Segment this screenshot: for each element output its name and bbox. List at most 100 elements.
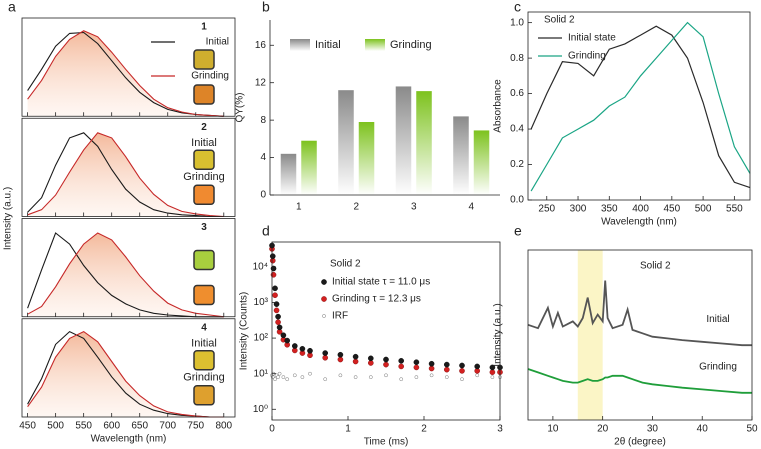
series-line <box>27 30 224 117</box>
data-point <box>291 343 298 349</box>
panel-label: d <box>262 223 270 239</box>
data-point <box>285 377 290 382</box>
bar <box>473 130 490 195</box>
x-tick-label: 550 <box>726 204 743 215</box>
legend-swatch <box>365 39 385 51</box>
legend-label: Initial <box>191 137 217 149</box>
data-point <box>428 365 435 372</box>
data-point <box>489 364 496 371</box>
data-point <box>307 347 313 354</box>
annotation: Solid 2 <box>330 259 361 270</box>
panel: 250 300 350 400 450 500 550 Wavelength (nm) 0.0 0… <box>493 0 751 228</box>
x-axis-label: 2θ (degree) <box>614 437 666 448</box>
data-point <box>443 361 450 368</box>
x-tick-label: 800 <box>215 421 232 432</box>
x-tick-label: 1 <box>345 424 351 435</box>
data-point <box>273 307 280 314</box>
y-axis-label: Intensity (a.u.) <box>493 303 504 366</box>
bar <box>395 86 412 195</box>
x-tick-label: 1 <box>296 202 302 213</box>
y-tick-label: 0.8 <box>510 53 524 64</box>
subplot-label: 4 <box>201 322 207 333</box>
data-point <box>323 377 328 382</box>
y-tick-label: 0.2 <box>510 159 524 170</box>
x-tick-label: 40 <box>697 424 709 435</box>
y-tick-label: 0.6 <box>510 88 524 99</box>
x-tick-label: 700 <box>159 421 176 432</box>
data-point <box>276 375 280 379</box>
legend-label: Grinding <box>390 39 432 51</box>
sample-swatch <box>193 84 215 105</box>
x-tick-label: 750 <box>187 421 204 432</box>
data-point <box>413 364 420 371</box>
x-tick-label: 0 <box>269 424 275 435</box>
plot-frame <box>21 318 236 418</box>
data-point <box>460 377 464 382</box>
y-tick-label: 10⁴ <box>253 262 268 273</box>
data-point <box>353 375 358 379</box>
legend-swatch <box>290 39 310 51</box>
sample-swatch <box>193 149 215 170</box>
x-tick-label: 400 <box>632 204 649 215</box>
series-line <box>530 21 751 192</box>
y-axis-label: Intensity (Counts) <box>239 292 250 370</box>
panel-label: b <box>262 0 270 15</box>
legend-label: Grinding <box>183 372 225 384</box>
legend-marker <box>322 314 326 318</box>
x-tick-label: 3 <box>411 202 417 213</box>
plot-frame <box>271 241 501 421</box>
y-tick-label: 4 <box>260 152 266 163</box>
bar <box>416 91 432 195</box>
plot-frame <box>21 117 236 217</box>
y-tick-label: 8 <box>260 115 266 126</box>
area <box>27 132 224 217</box>
subplot-label: 3 <box>201 222 207 233</box>
x-tick-label: 2 <box>421 424 427 435</box>
x-axis-label: Wavelength (nm) <box>91 434 167 445</box>
data-point <box>280 332 287 339</box>
data-point <box>367 360 374 366</box>
annotation: Solid 2 <box>544 15 575 26</box>
data-point <box>281 375 286 379</box>
data-point <box>428 360 435 367</box>
legend-marker <box>321 296 327 302</box>
panel: 0 1 2 3 Time (ms) 10⁰ 10¹ 10² 10³ 10⁴ Solid 2 Initi… <box>239 223 504 448</box>
x-tick-label: 300 <box>570 204 587 215</box>
data-point <box>276 324 283 331</box>
annotation: Solid 2 <box>640 261 671 272</box>
series-label: Grinding <box>699 361 737 372</box>
y-axis-label: Absorbance <box>493 79 504 133</box>
data-point <box>269 253 276 259</box>
y-tick-label: 10² <box>254 333 269 344</box>
panel-label: e <box>514 223 522 239</box>
x-axis-label: Time (ms) <box>364 437 409 448</box>
data-point <box>413 359 420 366</box>
series-line <box>27 132 224 218</box>
data-point <box>308 371 312 376</box>
data-point <box>398 363 405 370</box>
data-point <box>272 285 278 292</box>
data-point <box>474 363 481 370</box>
plot-frame <box>527 249 753 421</box>
y-tick-label: 1.0 <box>510 17 524 28</box>
data-point <box>459 368 465 374</box>
legend-label: Grinding <box>568 51 606 62</box>
area <box>27 331 224 417</box>
data-point <box>337 351 344 358</box>
sample-swatch <box>193 49 215 70</box>
panel-label: c <box>514 0 521 15</box>
y-tick-label: 12 <box>255 77 267 88</box>
data-point <box>367 355 374 362</box>
bar <box>453 116 469 195</box>
y-axis-label: QY(%) <box>235 93 246 123</box>
y-tick-label: 0 <box>260 190 266 201</box>
bar <box>280 153 297 195</box>
legend-label: Grinding <box>183 171 225 183</box>
data-point <box>429 373 434 378</box>
data-point <box>337 356 344 363</box>
panel-label: a <box>8 0 16 15</box>
y-axis-label: Intensity (a.u.) <box>3 187 14 250</box>
